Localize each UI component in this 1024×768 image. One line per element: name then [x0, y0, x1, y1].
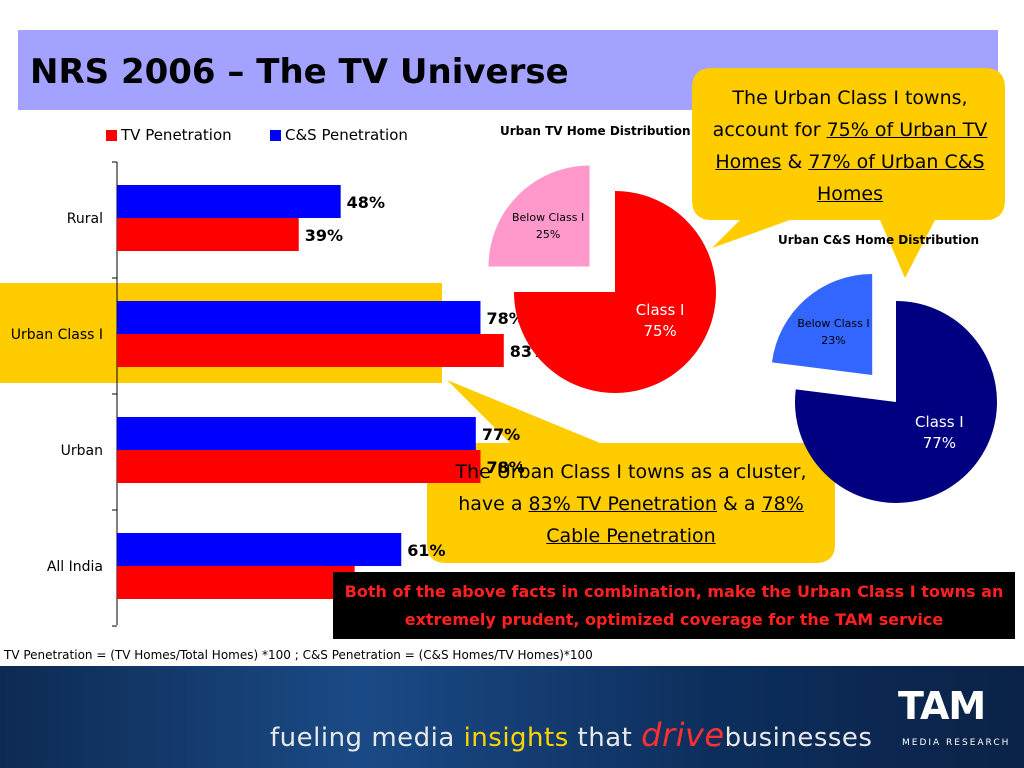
bar-label-cs: 61% [407, 541, 445, 560]
bar-tv [117, 334, 504, 367]
footer-band [0, 666, 1024, 768]
pie-tv-slice [514, 191, 716, 393]
callout-top-u2: 77% of Urban C&S Homes [808, 151, 985, 205]
tagline-insights: insights [463, 723, 569, 753]
pie1-title: Urban TV Home Distribution [500, 124, 691, 138]
tagline: fueling media insights that drivebusines… [270, 716, 872, 754]
callout-bottom-mid: & a [716, 493, 762, 515]
bar-cs [117, 301, 481, 334]
callout-top-text: The Urban Class I towns, account for 75%… [700, 82, 1000, 210]
bar-label-cs: 78% [486, 309, 524, 328]
tagline-drive: drive [641, 716, 725, 754]
callout-top-u1: 75% of Urban TV Homes [715, 119, 988, 173]
bar-cs [117, 417, 476, 450]
bar-tv [117, 450, 481, 483]
bar-cs [117, 533, 402, 566]
tam-logo-sub: MEDIA RESEARCH [902, 738, 1011, 748]
pie-tv-slice-label: Class I [636, 301, 685, 319]
fact-box: Both of the above facts in combination, … [333, 572, 1015, 639]
legend-label-cs: C&S Penetration [285, 126, 408, 144]
callout-bottom-u1: 83% TV Penetration [528, 493, 717, 515]
legend-item-cs: C&S Penetration [270, 126, 408, 144]
callout-top-prefix: The Urban Class I towns, account for [712, 87, 968, 141]
callout-bottom-prefix: The Urban Class I towns as a cluster, ha… [455, 461, 807, 515]
slide-title: NRS 2006 – The TV Universe [30, 52, 569, 92]
bar-tv [117, 566, 355, 599]
pie-cs-slice-pct: 77% [923, 434, 956, 452]
pie2-title: Urban C&S Home Distribution [778, 233, 980, 247]
callout-bottom-u2: 78% Cable Penetration [546, 493, 804, 547]
bar-label-tv: 39% [305, 226, 343, 245]
bar-cs [117, 185, 341, 218]
bar-category-label: All India [47, 559, 103, 575]
bar-category-label: Urban [61, 443, 103, 459]
callout-top-mid: & [781, 151, 809, 173]
pie-cs-slice-label: Below Class I [797, 317, 869, 330]
tagline-part3: that [568, 723, 642, 753]
pie-tv-slice-pct: 75% [643, 322, 676, 340]
bar-tv [117, 218, 299, 251]
footnote: TV Penetration = (TV Homes/Total Homes) … [4, 648, 593, 662]
pie-cs-slice-pct: 23% [821, 334, 845, 347]
pie-tv-slice-label: Below Class I [512, 211, 584, 224]
tagline-part5: businesses [724, 723, 873, 753]
callout-bottom-text: The Urban Class I towns as a cluster, ha… [436, 456, 826, 552]
legend-swatch-tv [106, 129, 117, 141]
bar-category-label: Rural [67, 211, 103, 227]
legend-label-tv: TV Penetration [121, 126, 232, 144]
callout-top-bubble [692, 68, 1005, 278]
bar-label-cs: 48% [347, 193, 385, 212]
pie-cs-slice [794, 301, 997, 504]
pie-cs-slice-label: Class I [915, 413, 964, 431]
legend-item-tv: TV Penetration [106, 126, 232, 144]
pie-tv-slice-pct: 25% [536, 228, 560, 241]
callout-bottom-bubble [427, 380, 835, 563]
legend-swatch-cs [270, 129, 281, 141]
bar-label-tv: 78% [486, 458, 524, 477]
bar-label-cs: 77% [482, 425, 520, 444]
fact-box-text: Both of the above facts in combination, … [344, 581, 1004, 629]
pie-cs-slice [771, 273, 873, 375]
pie-tv-slice [488, 165, 590, 267]
tagline-part1: fueling media [270, 723, 464, 753]
bar-category-label: Urban Class I [11, 327, 103, 343]
tam-logo: TAM [898, 684, 986, 728]
